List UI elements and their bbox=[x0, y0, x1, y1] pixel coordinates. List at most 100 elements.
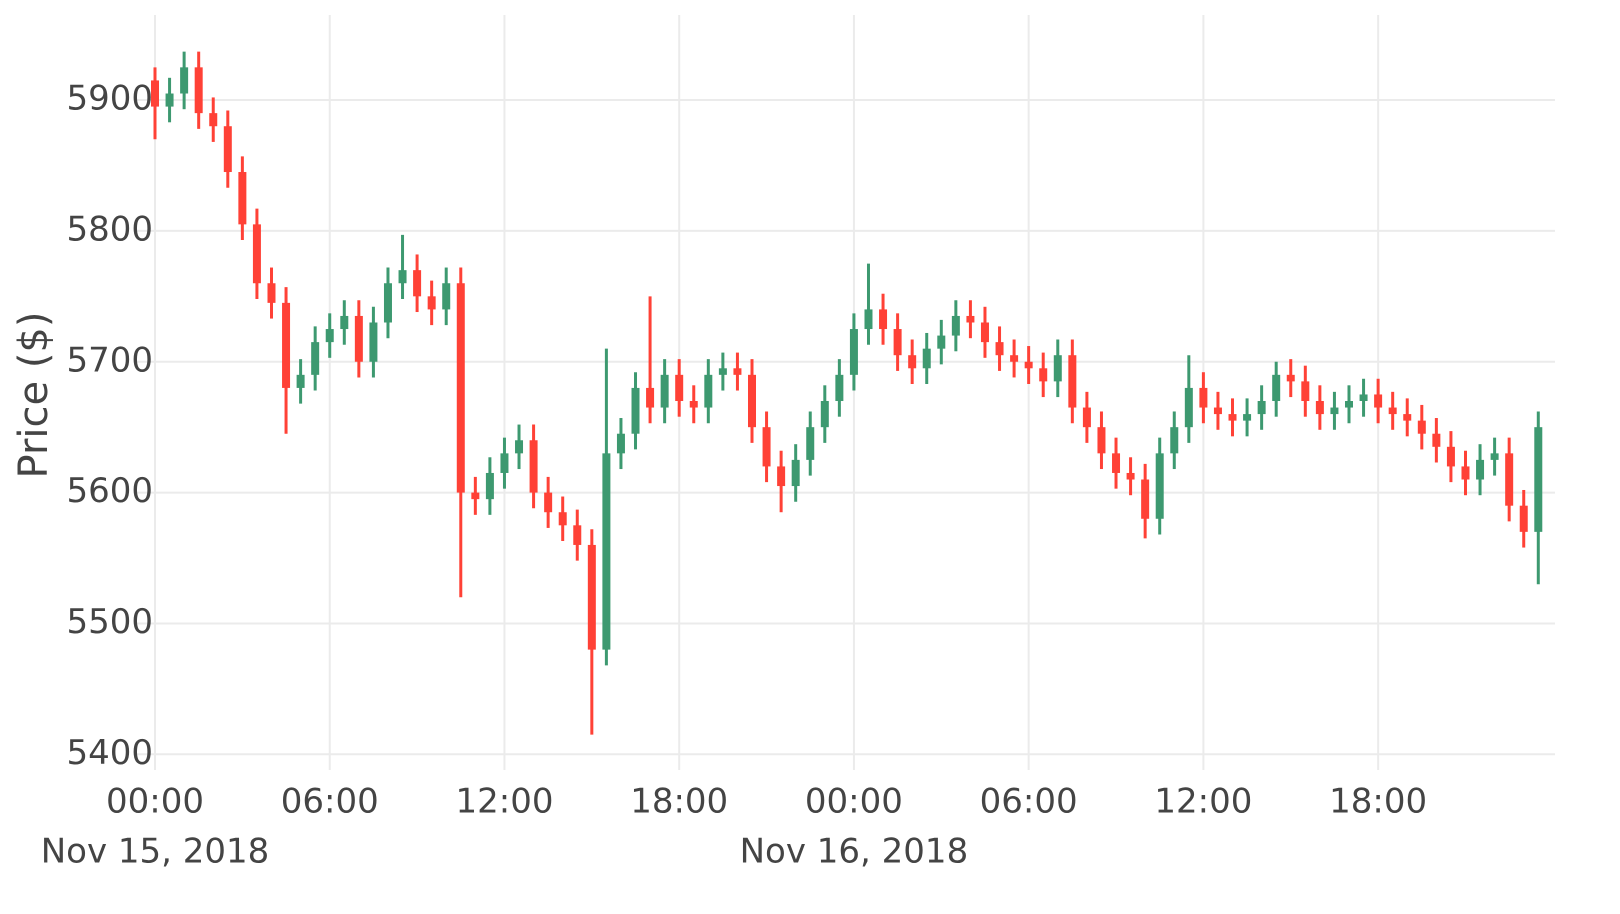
candle-body bbox=[1446, 446, 1455, 467]
candle-body bbox=[1461, 466, 1470, 480]
y-tick-label: 5500 bbox=[66, 602, 153, 642]
candle-body bbox=[325, 329, 334, 343]
candle-body bbox=[1505, 453, 1514, 506]
candle-body bbox=[427, 296, 436, 310]
candle-body bbox=[442, 283, 451, 310]
candle-body bbox=[718, 368, 727, 375]
candle-body bbox=[1417, 420, 1426, 434]
x-tick-label: 12:00 bbox=[455, 782, 553, 822]
candle-body bbox=[937, 335, 946, 349]
x-tick-label: 18:00 bbox=[630, 782, 728, 822]
candle-body bbox=[1330, 407, 1339, 415]
candle-body bbox=[471, 492, 480, 500]
x-tick-label: 06:00 bbox=[980, 782, 1078, 822]
candle-body bbox=[1010, 355, 1019, 362]
candle-body bbox=[1286, 374, 1295, 382]
candle-body bbox=[689, 401, 698, 408]
candle-body bbox=[544, 492, 553, 513]
candle-body bbox=[413, 270, 422, 297]
candle-body bbox=[616, 433, 625, 454]
candle-body bbox=[194, 67, 203, 114]
candle-body bbox=[1374, 394, 1383, 408]
candle-body bbox=[1534, 427, 1543, 532]
candle-body bbox=[340, 315, 349, 330]
candle-body bbox=[1039, 368, 1048, 382]
y-tick-label: 5700 bbox=[66, 340, 153, 380]
candle-body bbox=[1272, 374, 1281, 402]
candle-body bbox=[1155, 453, 1164, 519]
candle-body bbox=[1345, 401, 1353, 408]
candle-body bbox=[748, 374, 756, 428]
candle-body bbox=[311, 342, 320, 375]
candle-body bbox=[631, 387, 640, 434]
x-tick-label: 00:00 bbox=[106, 782, 204, 822]
y-tick-label: 5800 bbox=[66, 209, 153, 249]
candle-body bbox=[573, 525, 582, 545]
x-date-label: Nov 16, 2018 bbox=[740, 832, 969, 872]
candle-body bbox=[864, 309, 873, 330]
candle-body bbox=[1257, 401, 1266, 415]
candle-body bbox=[296, 374, 305, 388]
candle-body bbox=[675, 374, 684, 402]
candle-body bbox=[1359, 394, 1368, 402]
candle-body bbox=[1199, 387, 1208, 408]
candle-body bbox=[558, 512, 567, 526]
candle-body bbox=[1024, 361, 1033, 369]
candle-body bbox=[733, 368, 742, 375]
candle-body bbox=[1097, 427, 1106, 454]
y-tick-label: 5400 bbox=[66, 733, 153, 773]
candle-body bbox=[515, 440, 524, 454]
candle-body bbox=[835, 374, 844, 402]
candle-body bbox=[879, 309, 888, 330]
candle-body bbox=[383, 283, 392, 323]
x-tick-label: 06:00 bbox=[281, 782, 379, 822]
candle-body bbox=[282, 302, 291, 388]
candle-body bbox=[893, 329, 902, 356]
candle-body bbox=[1301, 381, 1310, 402]
candle-body bbox=[456, 283, 465, 493]
candle-body bbox=[908, 355, 917, 369]
x-tick-label: 12:00 bbox=[1154, 782, 1252, 822]
candle-body bbox=[1228, 414, 1237, 421]
candle-body bbox=[252, 224, 261, 284]
candle-body bbox=[1170, 427, 1179, 454]
y-axis-title: Price ($) bbox=[11, 312, 57, 479]
candle-body bbox=[1243, 414, 1252, 421]
candle-body bbox=[398, 270, 407, 284]
candle-body bbox=[151, 80, 159, 107]
candle-body bbox=[951, 315, 960, 336]
x-date-label: Nov 15, 2018 bbox=[41, 832, 270, 872]
candle-body bbox=[354, 315, 363, 362]
candle-body bbox=[223, 126, 232, 173]
candle-body bbox=[849, 329, 858, 375]
candle-body bbox=[1112, 453, 1121, 473]
candle-body bbox=[165, 93, 174, 107]
candle-body bbox=[180, 67, 189, 94]
candle-body bbox=[485, 472, 494, 500]
candle-body bbox=[791, 459, 800, 487]
y-tick-label: 5600 bbox=[66, 471, 153, 511]
candle-body bbox=[1490, 453, 1499, 460]
candle-body bbox=[704, 374, 713, 408]
candle-body bbox=[238, 172, 247, 225]
candle-body bbox=[1388, 407, 1397, 415]
candle-body bbox=[995, 342, 1004, 356]
candle-body bbox=[1053, 355, 1062, 382]
candle-body bbox=[1519, 505, 1528, 532]
candle-body bbox=[660, 374, 669, 408]
candle-body bbox=[1476, 459, 1485, 480]
candle-body bbox=[602, 453, 611, 650]
candle-body bbox=[369, 322, 378, 362]
candle-body bbox=[980, 322, 989, 343]
candle-body bbox=[1213, 407, 1222, 415]
candle-body bbox=[1141, 479, 1150, 519]
candle-body bbox=[777, 466, 786, 487]
x-tick-label: 18:00 bbox=[1329, 782, 1427, 822]
candle-body bbox=[1403, 414, 1412, 421]
candle-body bbox=[529, 440, 538, 493]
candle-body bbox=[922, 348, 931, 369]
candle-body bbox=[1082, 407, 1091, 428]
candle-body bbox=[1126, 472, 1135, 480]
